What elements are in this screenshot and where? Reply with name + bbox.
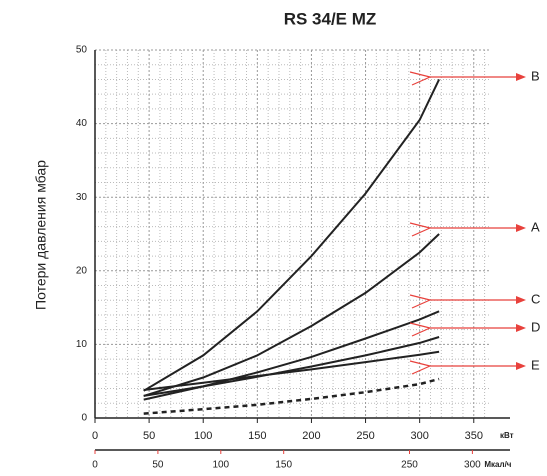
x-tick-label: 50 bbox=[143, 430, 155, 442]
x-tick-label: 200 bbox=[302, 430, 320, 442]
chart-title: RS 34/E MZ bbox=[284, 9, 377, 28]
line-series bbox=[143, 310, 440, 401]
x2-tick-label: 250 bbox=[401, 460, 418, 471]
x-unit: кВт bbox=[500, 431, 514, 440]
annotation-pointer bbox=[409, 322, 431, 337]
x2-tick-label: 50 bbox=[152, 460, 164, 471]
x-tick-label: 150 bbox=[248, 430, 266, 442]
arrow-head bbox=[516, 73, 526, 81]
arrow-head bbox=[516, 224, 526, 232]
arrow-head bbox=[516, 296, 526, 304]
x-tick-label: 100 bbox=[194, 430, 212, 442]
arrow-head bbox=[516, 324, 526, 332]
series-label: A bbox=[531, 219, 540, 234]
y-axis-label: Потери давления мбар bbox=[33, 160, 49, 310]
x-tick-label: 0 bbox=[92, 430, 98, 442]
x2-tick-label: 100 bbox=[212, 460, 229, 471]
arrow-head bbox=[516, 362, 526, 370]
annotation-pointer bbox=[409, 222, 431, 237]
x2-unit: Мкал/ч bbox=[484, 460, 511, 469]
line-series bbox=[143, 233, 440, 397]
y-tick-label: 10 bbox=[76, 339, 88, 350]
y-tick-label: 50 bbox=[76, 45, 88, 56]
x-tick-label: 300 bbox=[410, 430, 428, 442]
x2-tick-label: 300 bbox=[464, 460, 481, 471]
y-tick-label: 20 bbox=[76, 265, 88, 276]
series-label: C bbox=[531, 291, 540, 306]
x-tick-label: 250 bbox=[356, 430, 374, 442]
annotation-pointer bbox=[409, 294, 431, 309]
line-series bbox=[143, 336, 440, 397]
line-series bbox=[143, 350, 440, 391]
y-tick-label: 30 bbox=[76, 192, 88, 203]
annotation-pointer bbox=[409, 71, 431, 86]
x2-tick-label: 150 bbox=[275, 460, 292, 471]
series-label: D bbox=[531, 319, 540, 334]
annotation-pointer bbox=[409, 360, 431, 375]
y-tick-label: 0 bbox=[81, 413, 87, 424]
x2-tick-label: 0 bbox=[92, 460, 98, 471]
x-tick-label: 350 bbox=[465, 430, 483, 442]
y-tick-label: 40 bbox=[76, 118, 88, 129]
series-label: E bbox=[531, 357, 540, 372]
line-series bbox=[143, 78, 441, 392]
series-label: B bbox=[531, 68, 540, 83]
